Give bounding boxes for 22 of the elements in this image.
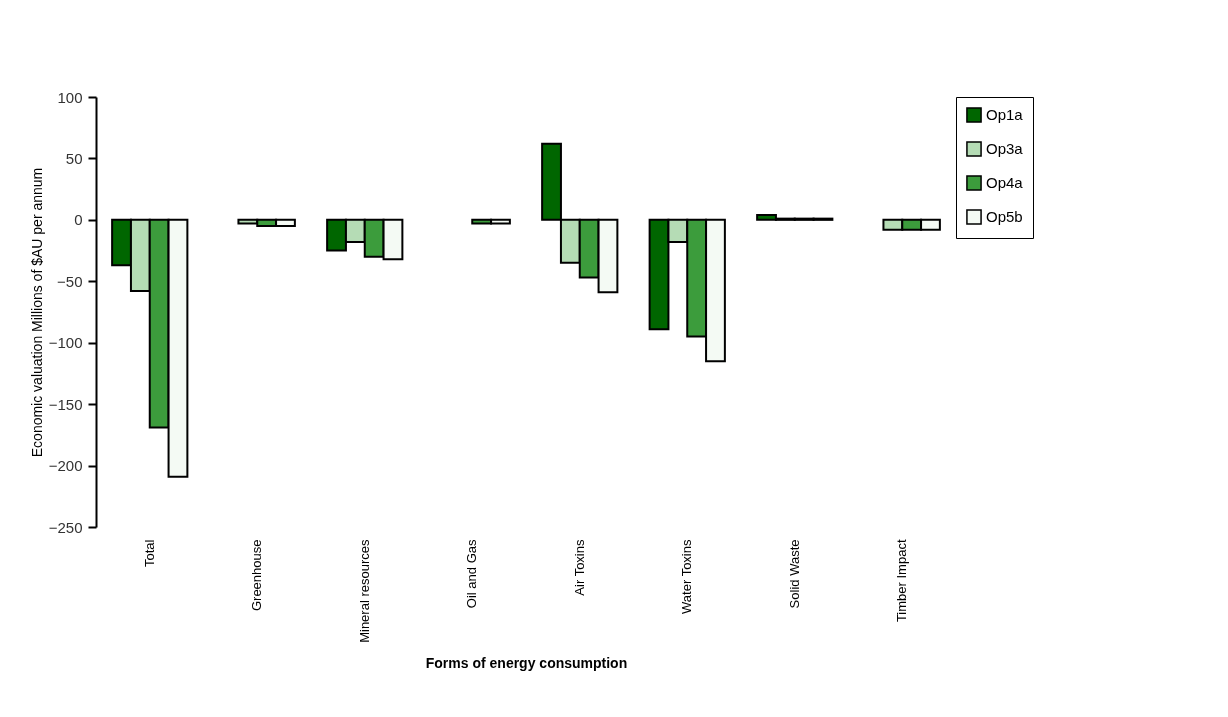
legend-label: Op1a — [986, 106, 1024, 123]
x-tick-label: Total — [141, 539, 157, 567]
y-tick-label: −250 — [48, 518, 83, 536]
x-tick-label: Mineral resources — [356, 539, 372, 643]
y-axis-title: Economic valuation Millions of $AU per annum — [28, 167, 45, 458]
legend-label: Op5b — [986, 208, 1023, 225]
x-axis-title: Forms of energy consumption — [425, 654, 628, 671]
y-tick-label: −100 — [48, 334, 83, 352]
legend-label: Op3a — [986, 140, 1024, 157]
x-tick-label: Greenhouse — [249, 539, 265, 612]
x-tick-label: Air Toxins — [571, 539, 587, 596]
y-tick-label: −150 — [48, 395, 83, 413]
y-tick-label: 100 — [57, 88, 83, 106]
legend-label: Op4a — [986, 174, 1024, 191]
x-tick-label: Solid Waste — [786, 539, 802, 609]
y-tick-label: −50 — [57, 272, 83, 290]
y-tick-label: 50 — [65, 149, 83, 167]
y-tick-label: −200 — [48, 457, 83, 475]
x-tick-label: Timber Impact — [894, 539, 910, 623]
y-tick-label: 0 — [74, 211, 83, 229]
x-tick-label: Water Toxins — [679, 539, 695, 614]
x-tick-label: Oil and Gas — [464, 539, 480, 609]
